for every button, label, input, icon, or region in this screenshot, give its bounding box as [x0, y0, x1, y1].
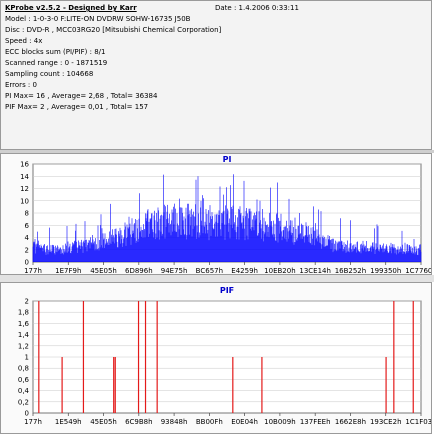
pi-chart-panel: PI 0 2 4 6 8 10 12 14 16 177h 1E7F9h 45E05h 6D896h 94E…	[0, 153, 434, 275]
scan-speed: Speed : 4x	[5, 37, 43, 45]
divider	[0, 150, 434, 153]
y-tick-label: 1,4	[18, 331, 30, 339]
scan-date: Date : 1.4.2006 0:33:11	[215, 4, 299, 12]
pif-summary: PIF Max= 2 , Average= 0,01 , Total= 157	[5, 103, 149, 111]
y-tick-label: 4	[25, 234, 30, 242]
y-tick-label: 0,8	[18, 365, 29, 373]
y-tick-label: 1,6	[18, 320, 30, 328]
y-tick-label: 0,2	[18, 398, 29, 406]
scanned-range: Scanned range : 0 - 1871519	[5, 59, 108, 67]
divider	[0, 275, 434, 282]
x-tick-label: E0E04h	[231, 418, 258, 426]
y-tick-label: 0	[25, 259, 29, 267]
pi-chart: PI 0 2 4 6 8 10 12 14 16 177h 1E7F9h 45E05h 6D896h 94E…	[20, 155, 434, 275]
x-tick-label: 199350h	[370, 267, 401, 274]
disc-type: Disc : DVD-R , MCC03RG20 [Mitsubishi Che…	[5, 26, 222, 34]
drive-model: Model : 1-0-3-0 F:LITE-ON DVDRW SOHW-167…	[5, 15, 191, 23]
y-tick-label: 0,4	[18, 387, 30, 395]
x-tick-label: 16B252h	[335, 267, 367, 274]
pi-summary: PI Max= 16 , Average= 2,68 , Total= 3638…	[5, 92, 158, 100]
pif-chart-panel: PIF 0 0,2 0,4 0,6 0,8 1 1,2 1,4 1,6 1,8 2 177h 1E549h…	[0, 282, 434, 434]
x-tick-label: 193CE2h	[370, 418, 402, 426]
y-tick-label: 0	[25, 410, 29, 418]
x-tick-label: 45E05h	[90, 418, 117, 426]
y-tick-label: 1,8	[18, 309, 29, 317]
x-tick-label: 1C1F03h	[405, 418, 431, 426]
x-tick-label: 1662E8h	[335, 418, 366, 426]
sampling-count: Sampling count : 104668	[5, 70, 94, 78]
errors-count: Errors : 0	[5, 81, 37, 89]
pi-chart-title: PI	[223, 155, 232, 164]
x-tick-label: 94E75h	[161, 267, 188, 274]
y-tick-label: 2	[25, 246, 29, 254]
x-tick-label: BB00Fh	[196, 418, 223, 426]
x-tick-label: 177h	[24, 418, 42, 426]
y-tick-label: 10	[20, 197, 29, 205]
y-tick-label: 6	[25, 222, 30, 230]
x-tick-label: E4259h	[231, 267, 258, 274]
x-tick-label: 1E549h	[55, 418, 82, 426]
x-tick-label: 6C9B8h	[125, 418, 153, 426]
x-tick-label: 137FEEh	[300, 418, 331, 426]
y-tick-label: 1	[25, 354, 29, 362]
disc-info-panel: KProbe v2.5.2 - Designed by Karr Date : …	[0, 0, 432, 150]
y-tick-label: 2	[25, 298, 29, 306]
y-tick-label: 8	[25, 210, 29, 218]
pif-chart-title: PIF	[220, 286, 234, 295]
y-tick-label: 14	[20, 173, 29, 181]
x-tick-label: 10EB20h	[264, 267, 295, 274]
x-tick-label: 1E7F9h	[55, 267, 81, 274]
y-tick-label: 12	[20, 185, 29, 193]
x-tick-label: 93848h	[161, 418, 188, 426]
x-tick-label: 45E05h	[90, 267, 117, 274]
x-tick-label: 13CE14h	[299, 267, 331, 274]
x-tick-label: 6D896h	[125, 267, 153, 274]
ecc-blocks-sum: ECC blocks sum (PI/PIF) : 8/1	[5, 48, 106, 56]
y-tick-label: 16	[20, 161, 29, 169]
app-title: KProbe v2.5.2 - Designed by Karr	[5, 4, 137, 12]
x-tick-label: 1C7760h	[405, 267, 431, 274]
y-tick-label: 0,6	[18, 376, 30, 384]
pif-chart: PIF 0 0,2 0,4 0,6 0,8 1 1,2 1,4 1,6 1,8 2 177h 1E549h…	[18, 286, 434, 426]
x-tick-label: 177h	[24, 267, 42, 274]
x-tick-label: BC657h	[196, 267, 223, 274]
y-tick-label: 1,2	[18, 342, 29, 350]
x-tick-label: 10B009h	[264, 418, 296, 426]
